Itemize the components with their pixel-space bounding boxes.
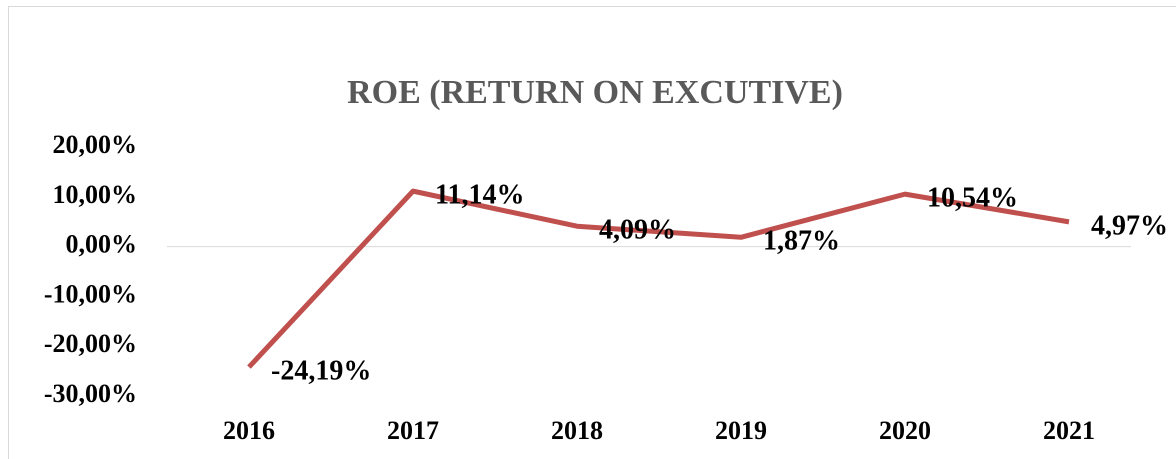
data-label: -24,19% — [271, 355, 371, 386]
y-tick-label: 20,00% — [53, 130, 138, 159]
y-tick-label: -10,00% — [44, 279, 137, 308]
x-tick-label: 2017 — [387, 416, 439, 445]
x-tick-label: 2018 — [551, 416, 603, 445]
line-series — [247, 188, 1070, 369]
data-label: 11,14% — [435, 180, 524, 211]
data-label: 1,87% — [763, 226, 840, 257]
data-label: 4,09% — [599, 215, 676, 246]
x-tick-label: 2020 — [879, 416, 931, 445]
y-tick-label: 10,00% — [53, 180, 138, 209]
y-tick-label: 0,00% — [66, 230, 138, 259]
data-label: 4,97% — [1091, 210, 1168, 241]
x-tick-label: 2021 — [1043, 416, 1095, 445]
y-tick-label: -20,00% — [44, 329, 137, 358]
x-tick-label: 2019 — [715, 416, 767, 445]
y-tick-label: -30,00% — [44, 379, 137, 408]
x-tick-label: 2016 — [223, 416, 275, 445]
chart-title: ROE (RETURN ON EXCUTIVE) — [347, 74, 843, 111]
data-label: 10,54% — [927, 183, 1018, 214]
chart-frame — [8, 6, 1176, 459]
